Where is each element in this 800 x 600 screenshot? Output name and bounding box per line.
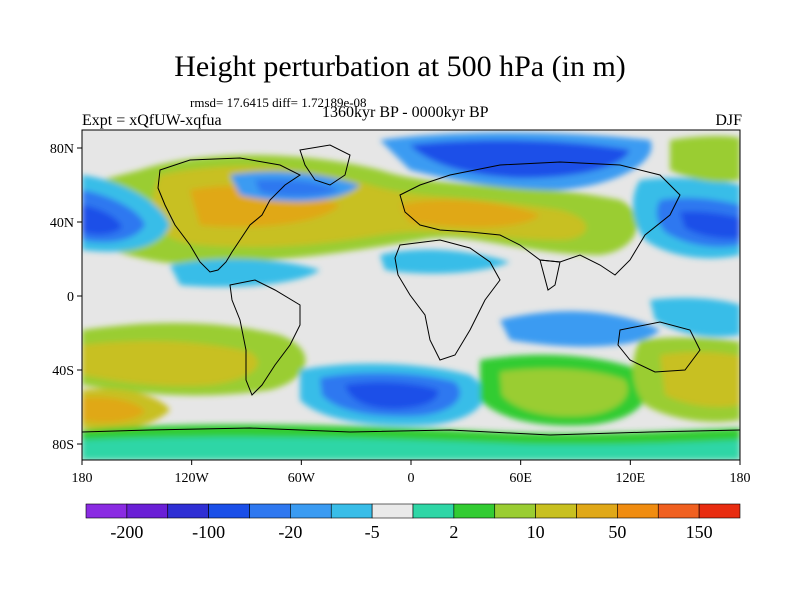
lon-label: 180	[72, 471, 93, 486]
lat-label: 40S	[52, 364, 74, 379]
colorbar-label: 150	[686, 522, 713, 542]
colorbar-label: -100	[192, 522, 225, 542]
lon-label: 60E	[509, 471, 532, 486]
lon-label: 180	[730, 471, 751, 486]
colorbar-swatch	[208, 503, 250, 519]
colorbar-label: 10	[527, 522, 545, 542]
colorbar-swatch	[535, 503, 577, 519]
stats-text: rmsd= 17.6415 diff= 1.72189e-08	[190, 95, 367, 110]
colorbar-label: -200	[110, 522, 143, 542]
lon-label: 60W	[288, 471, 316, 486]
colorbar-swatch	[617, 503, 659, 519]
experiment-label: Expt = xQfUW-xqfua	[82, 112, 222, 129]
season-label: DJF	[715, 112, 742, 129]
colorbar-swatch	[412, 503, 455, 519]
colorbar-label: 50	[608, 522, 626, 542]
colorbar-label: 2	[449, 522, 458, 542]
plot-title: Height perturbation at 500 hPa (in m)	[174, 50, 626, 83]
colorbar-swatch	[698, 503, 741, 519]
colorbar-swatch	[290, 503, 332, 519]
colorbar-swatch	[453, 503, 496, 519]
colorbar-swatch	[249, 503, 291, 519]
height-anomaly-field	[82, 130, 740, 460]
lat-label: 80S	[52, 438, 74, 453]
colorbar-swatch	[330, 503, 373, 519]
latitude-axis: 80N 40N 0 40S 80S	[50, 142, 82, 453]
lon-label: 0	[408, 471, 415, 486]
colorbar: -200 -100 -20 -5 2 10 50 150	[85, 503, 741, 542]
colorbar-swatch	[126, 503, 169, 519]
period-label: 1360kyr BP - 0000kyr BP	[322, 104, 489, 121]
lat-label: 40N	[50, 216, 74, 231]
colorbar-swatch	[494, 503, 536, 519]
colorbar-swatch	[371, 503, 414, 519]
colorbar-swatch	[657, 503, 700, 519]
lat-label: 0	[67, 290, 74, 305]
lon-label: 120W	[175, 471, 210, 486]
colorbar-label: -5	[365, 522, 380, 542]
lon-label: 120E	[616, 471, 646, 486]
colorbar-swatch	[167, 503, 209, 519]
colorbar-label: -20	[278, 522, 302, 542]
lat-label: 80N	[50, 142, 74, 157]
coastlines	[82, 144, 740, 436]
colorbar-swatch	[576, 503, 618, 519]
colorbar-swatch	[85, 503, 128, 519]
longitude-axis: 180 120W 60W 0 60E 120E 180	[72, 460, 751, 486]
